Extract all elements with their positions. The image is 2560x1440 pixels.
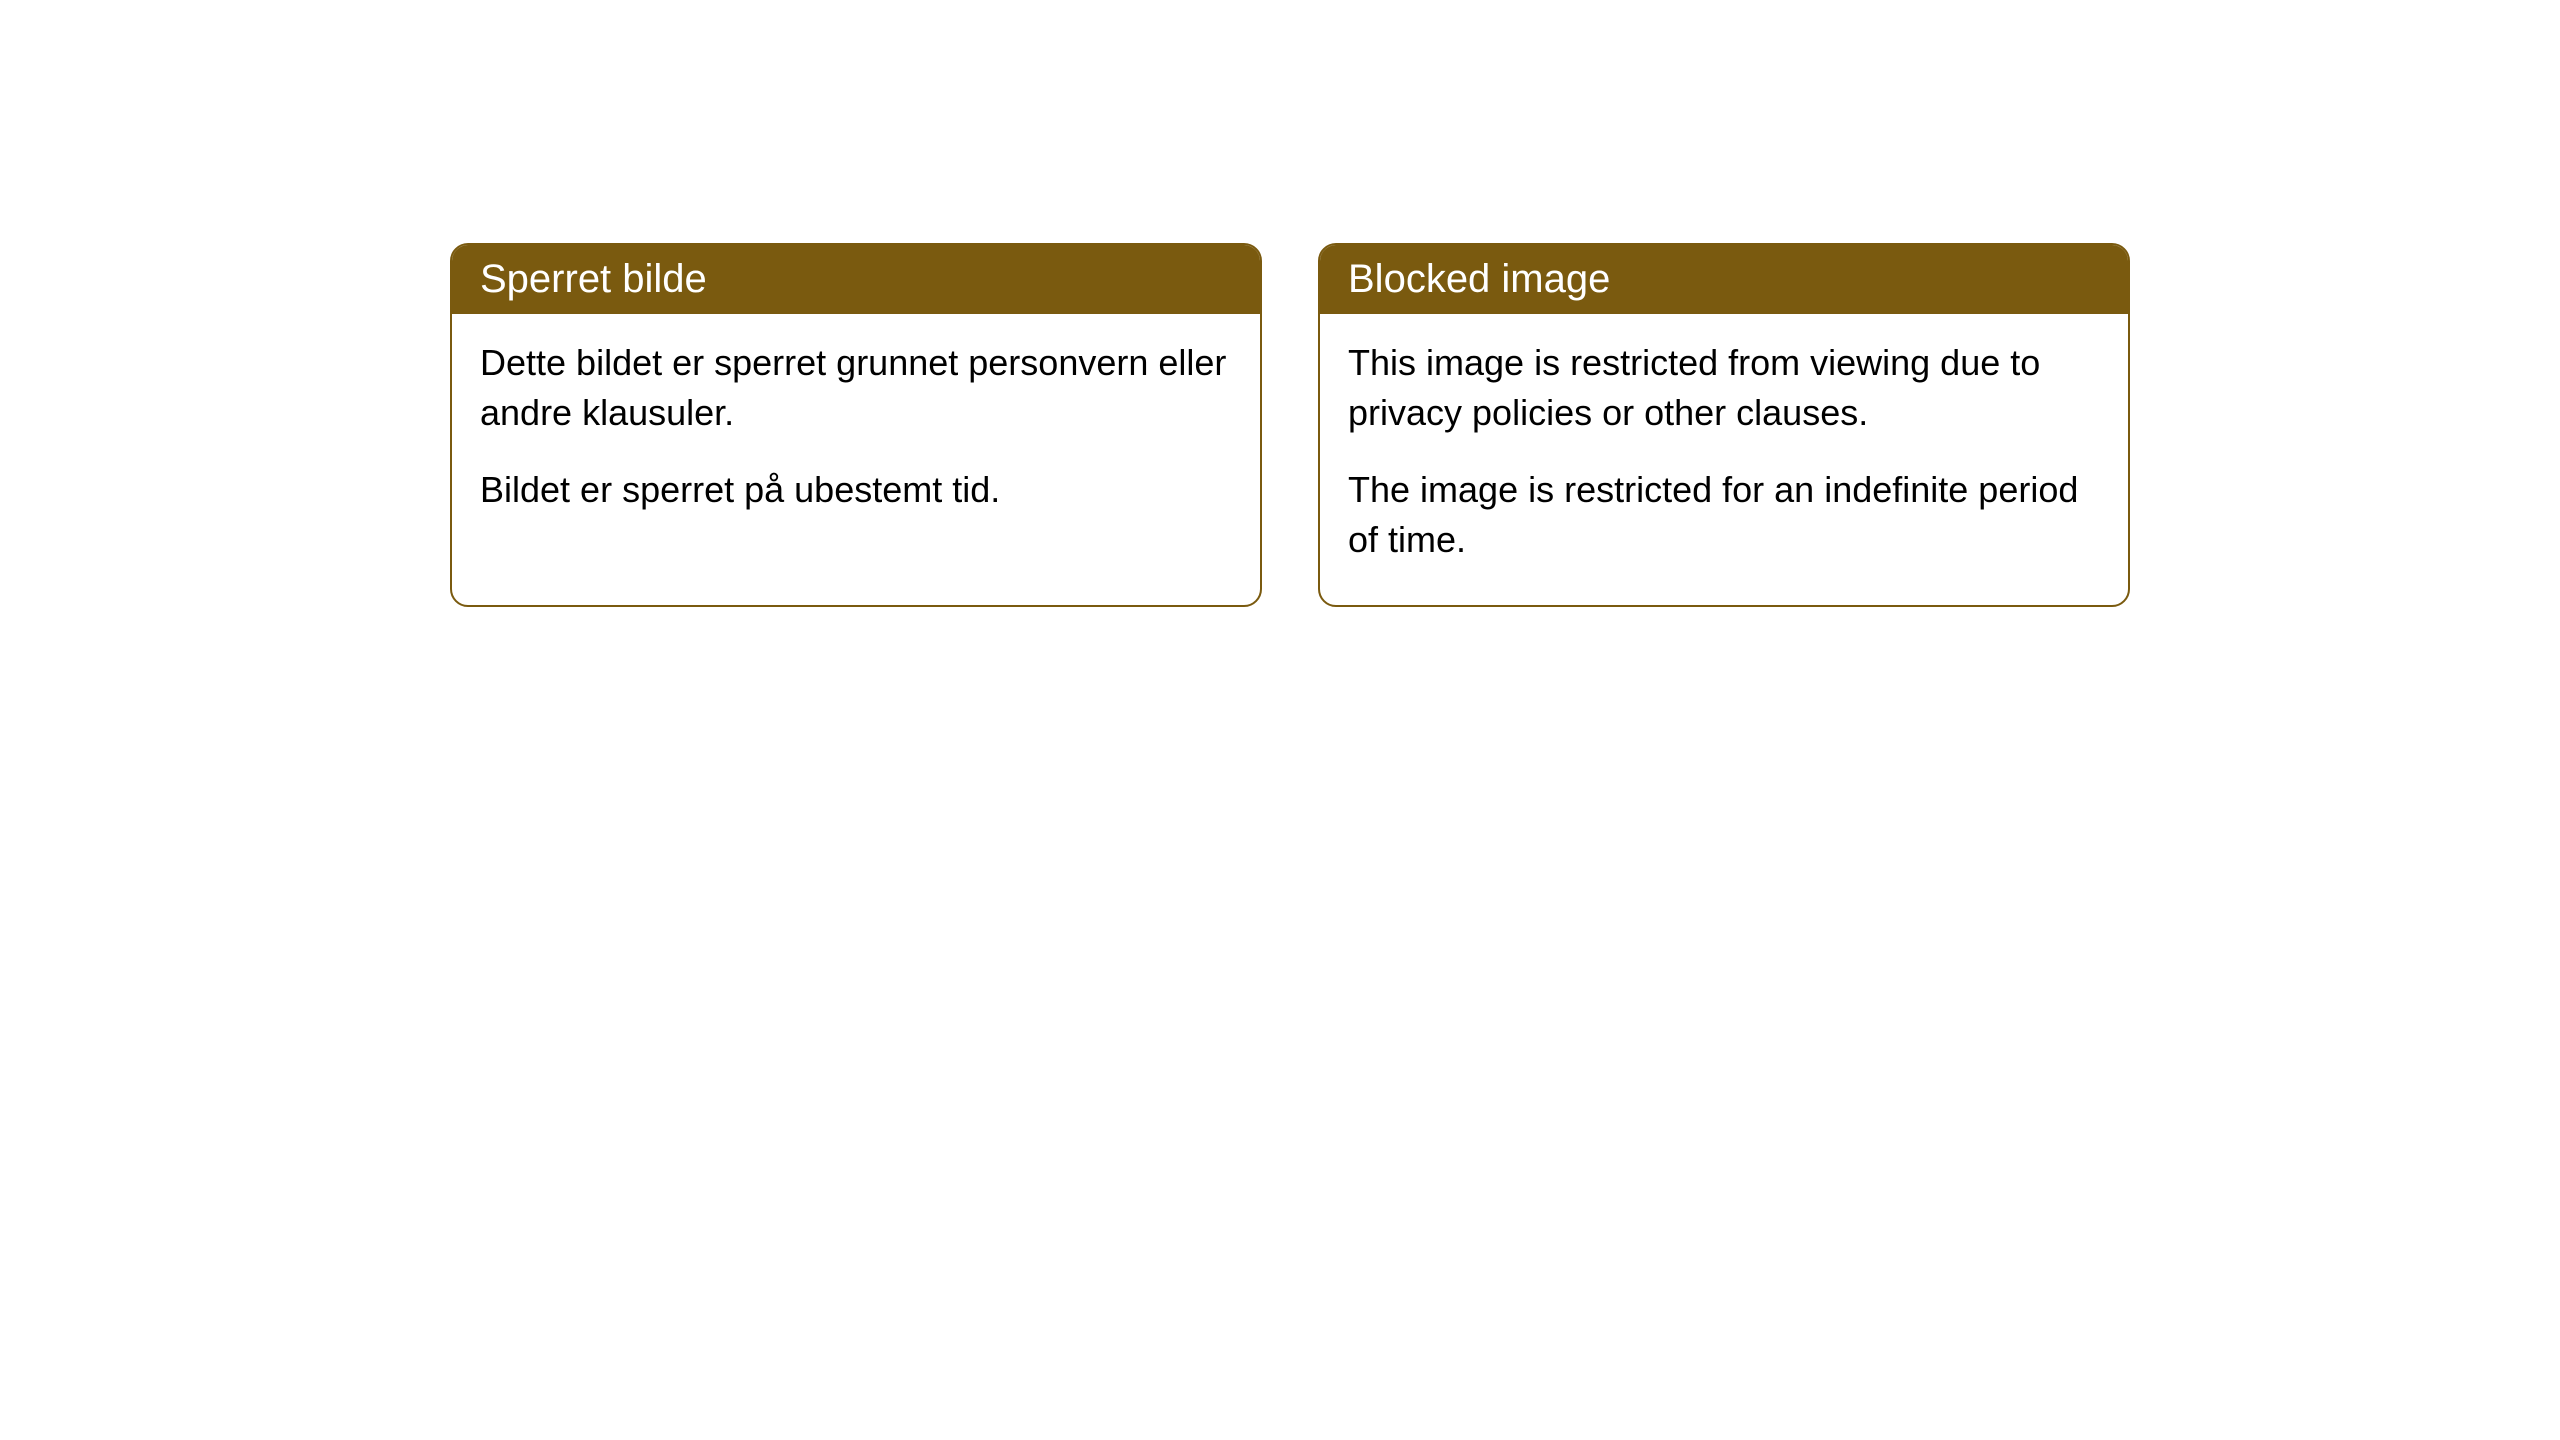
notice-paragraph: The image is restricted for an indefinit… bbox=[1348, 465, 2100, 564]
notice-card-norwegian: Sperret bilde Dette bildet er sperret gr… bbox=[450, 243, 1262, 607]
notice-paragraph: Dette bildet er sperret grunnet personve… bbox=[480, 338, 1232, 437]
notice-title: Sperret bilde bbox=[480, 257, 707, 301]
notice-container: Sperret bilde Dette bildet er sperret gr… bbox=[450, 243, 2130, 607]
notice-body: Dette bildet er sperret grunnet personve… bbox=[452, 314, 1260, 555]
notice-paragraph: Bildet er sperret på ubestemt tid. bbox=[480, 465, 1232, 515]
notice-title: Blocked image bbox=[1348, 257, 1610, 301]
notice-card-english: Blocked image This image is restricted f… bbox=[1318, 243, 2130, 607]
notice-header: Sperret bilde bbox=[452, 245, 1260, 314]
notice-header: Blocked image bbox=[1320, 245, 2128, 314]
notice-paragraph: This image is restricted from viewing du… bbox=[1348, 338, 2100, 437]
notice-body: This image is restricted from viewing du… bbox=[1320, 314, 2128, 605]
